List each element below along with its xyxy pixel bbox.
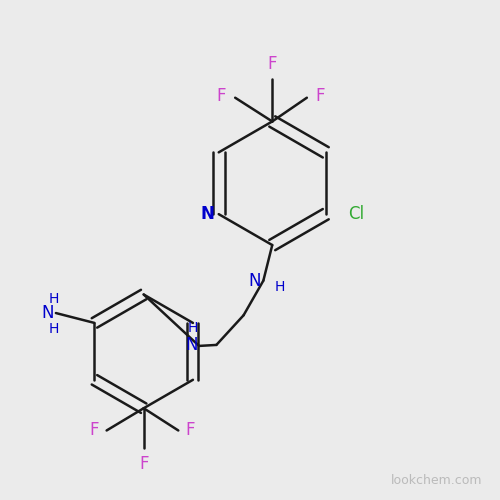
Text: F: F: [316, 86, 326, 104]
Text: N: N: [248, 272, 261, 289]
Text: H: H: [48, 292, 58, 306]
Text: N: N: [201, 205, 215, 223]
Text: H: H: [274, 280, 284, 293]
Text: F: F: [268, 55, 277, 73]
Text: F: F: [139, 455, 148, 473]
Text: N: N: [41, 304, 54, 322]
Text: N: N: [185, 336, 198, 354]
Text: H: H: [188, 321, 198, 335]
Text: lookchem.com: lookchem.com: [391, 474, 482, 488]
Text: F: F: [186, 422, 195, 440]
Text: Cl: Cl: [348, 205, 364, 223]
Text: F: F: [90, 422, 99, 440]
Text: F: F: [217, 86, 226, 104]
Text: H: H: [48, 322, 58, 336]
